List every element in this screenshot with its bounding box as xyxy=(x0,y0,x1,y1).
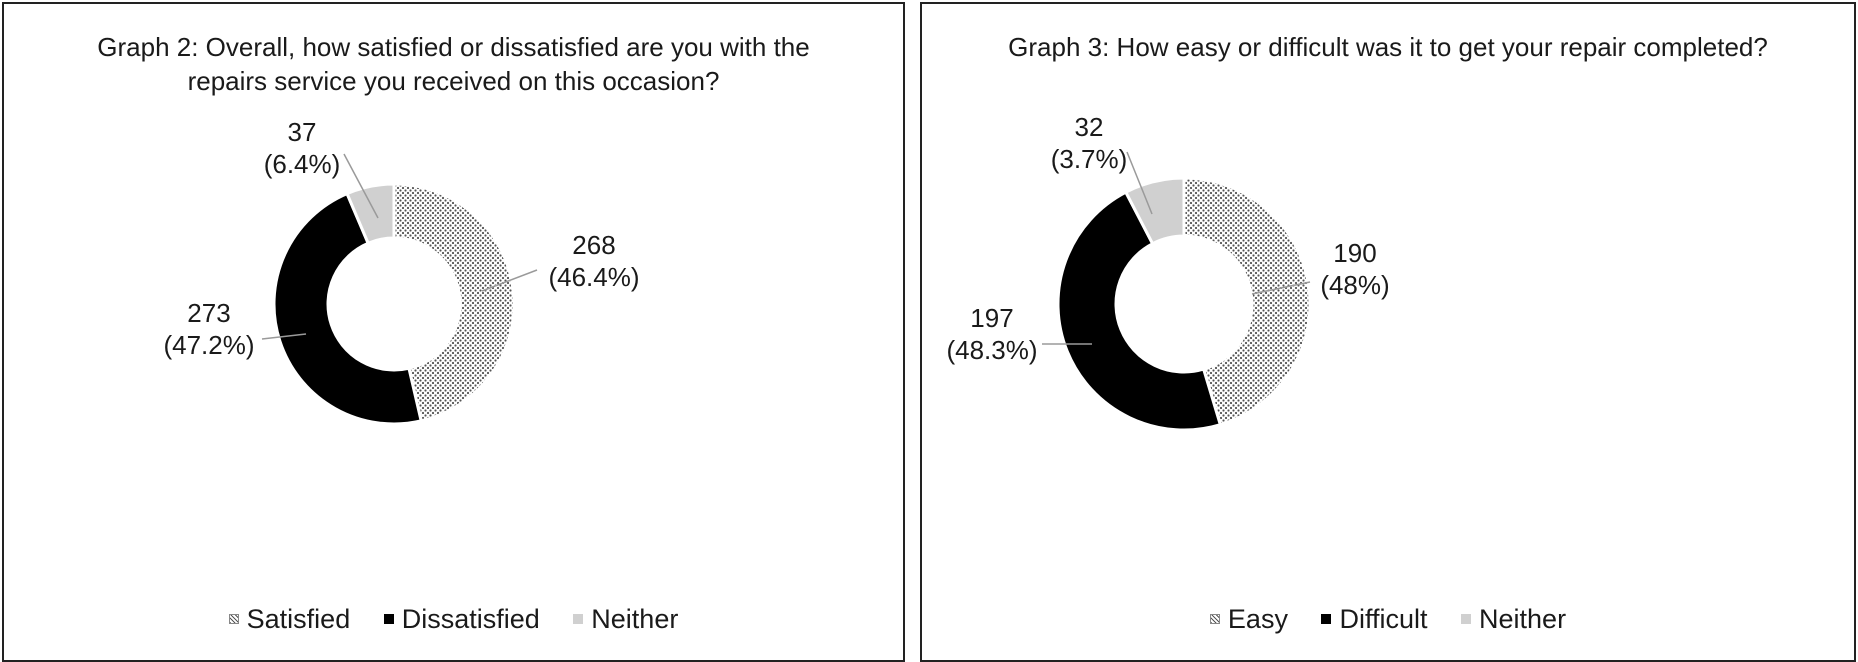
legend-label: Neither xyxy=(1479,603,1567,634)
legend-swatch-pattern xyxy=(1209,614,1220,624)
legend-item-easy: Easy xyxy=(1209,603,1288,635)
legend-item-dissatisfied: Dissatisfied xyxy=(383,603,540,635)
data-label-percent: (3.7%) xyxy=(1051,144,1128,174)
data-label-value: 273 xyxy=(187,298,230,328)
donut-slice-neither xyxy=(345,182,396,246)
legend-item-difficult: Difficult xyxy=(1321,603,1428,635)
leader-line xyxy=(261,333,307,340)
donut-chart: 190(48%) 197(48.3%) 32(3.7%) xyxy=(946,112,1390,432)
leader-line xyxy=(343,153,379,219)
data-label-percent: (47.2%) xyxy=(163,330,254,360)
data-label-percent: (46.4%) xyxy=(548,262,639,292)
legend-swatch-black xyxy=(383,614,394,624)
chart-legend: Easy Difficult Neither xyxy=(922,600,1854,635)
chart-title: Graph 3: How easy or difficult was it to… xyxy=(1008,32,1768,62)
data-label-value: 197 xyxy=(970,303,1013,333)
donut-slice-satisfied xyxy=(392,182,516,423)
data-label-value: 268 xyxy=(572,230,615,260)
data-label-percent: (48%) xyxy=(1320,270,1389,300)
leader-line xyxy=(1251,281,1311,295)
chart-legend: Satisfied Dissatisfied Neither xyxy=(4,600,903,635)
data-label-percent: (48.3%) xyxy=(946,335,1037,365)
leader-line xyxy=(481,269,538,292)
chart-panel-graph-3: Graph 3: How easy or difficult was it to… xyxy=(920,2,1856,662)
chart-title: Graph 2: Overall, how satisfied or dissa… xyxy=(97,32,810,96)
donut-chart: 268(46.4%) 273(47.2%) 37(6.4%) xyxy=(163,117,640,426)
legend-label: Dissatisfied xyxy=(401,603,540,634)
legend-label: Difficult xyxy=(1339,603,1428,634)
donut-slice-neither xyxy=(1123,176,1186,246)
legend-swatch-black xyxy=(1321,614,1332,624)
legend-swatch-grey xyxy=(573,614,584,624)
leader-line xyxy=(1126,151,1153,215)
data-label-value: 190 xyxy=(1333,238,1376,268)
data-label-percent: (6.4%) xyxy=(264,149,341,179)
donut-slice-easy xyxy=(1182,176,1312,427)
chart-panel-graph-2: Graph 2: Overall, how satisfied or dissa… xyxy=(2,2,905,662)
legend-swatch-grey xyxy=(1461,614,1472,624)
legend-item-neither: Neither xyxy=(573,604,678,635)
legend-item-neither: Neither xyxy=(1461,604,1566,635)
donut-slice-dissatisfied xyxy=(272,191,423,426)
legend-swatch-pattern xyxy=(228,614,239,624)
legend-item-satisfied: Satisfied xyxy=(228,603,351,635)
data-label-value: 32 xyxy=(1075,112,1104,142)
legend-label: Easy xyxy=(1227,603,1288,634)
legend-label: Satisfied xyxy=(246,603,351,634)
donut-slice-difficult xyxy=(1056,190,1223,432)
data-label-value: 37 xyxy=(288,117,317,147)
legend-label: Neither xyxy=(591,603,679,634)
